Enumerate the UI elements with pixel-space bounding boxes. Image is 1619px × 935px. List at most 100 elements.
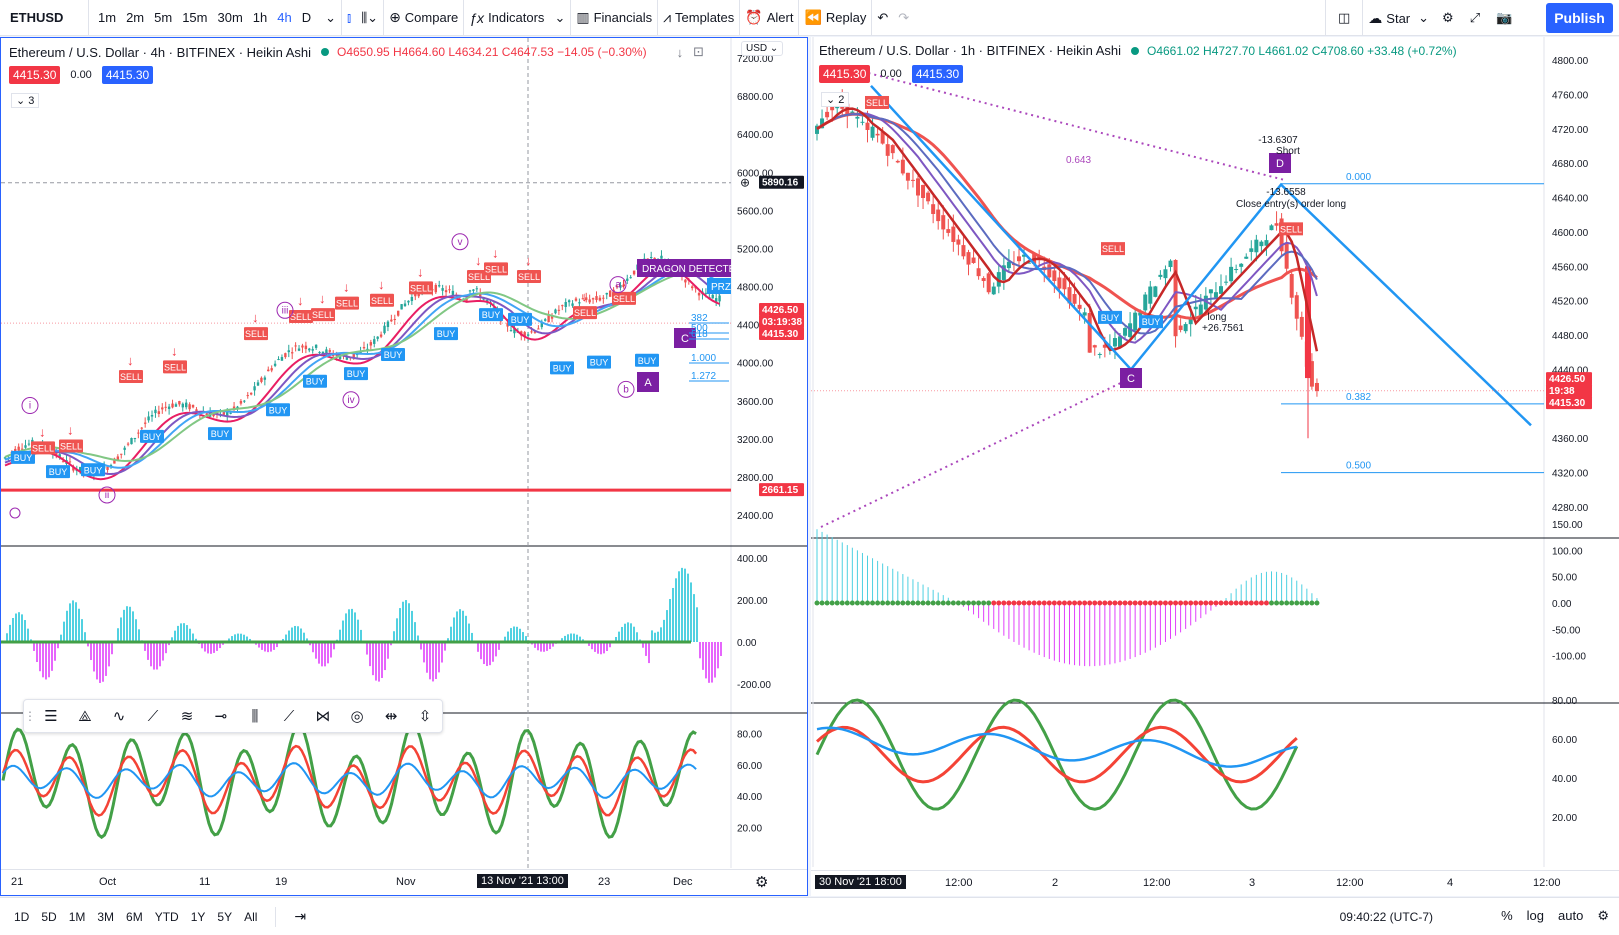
range-3m[interactable]: 3M bbox=[97, 909, 115, 924]
elliott-wave-label[interactable]: iv bbox=[342, 391, 360, 409]
star-layout-button[interactable]: ☁ Star ⌄ bbox=[1363, 0, 1434, 36]
interval-D[interactable]: D bbox=[301, 10, 312, 25]
buy-signal[interactable]: BUY bbox=[11, 450, 35, 464]
indicators-dropdown-icon[interactable]: ⌄ bbox=[554, 9, 566, 25]
elliott-wave-label[interactable]: ii bbox=[98, 486, 116, 504]
pattern-point-c[interactable]: C bbox=[1120, 368, 1142, 388]
sell-signal[interactable]: SELL bbox=[865, 95, 889, 109]
sell-signal[interactable]: SELL ↓ bbox=[163, 343, 187, 374]
settings-gear-icon[interactable]: ⚙ bbox=[1442, 10, 1454, 25]
interval-30m[interactable]: 30m bbox=[217, 10, 243, 25]
buy-signal[interactable]: BUY bbox=[635, 353, 659, 367]
sell-signal[interactable]: SELL ↓ bbox=[573, 289, 597, 320]
replay-button[interactable]: ⏪ Replay bbox=[799, 0, 871, 36]
buy-signal[interactable]: BUY bbox=[81, 463, 105, 477]
buy-signal[interactable]: BUY bbox=[587, 355, 611, 369]
sell-signal[interactable]: SELL ↓ bbox=[289, 293, 313, 323]
layout-split-icon[interactable]: ◫ bbox=[1338, 10, 1351, 25]
left-chart-canvas[interactable]: 7200.00 6800.00 6400.00 6000.00 5600.00 5200.… bbox=[1, 38, 807, 868]
indicator-collapse-toggle[interactable]: ⌄ 2 bbox=[821, 92, 850, 107]
harmonic-pattern-legs[interactable] bbox=[870, 84, 1532, 427]
percent-scale-toggle[interactable]: % bbox=[1501, 908, 1513, 923]
price-range-icon[interactable]: ⇳ bbox=[418, 708, 432, 725]
buy-signal[interactable]: BUY bbox=[1139, 315, 1163, 329]
sell-signal[interactable]: SELL ↓ bbox=[484, 245, 508, 276]
elliott-wave-label[interactable]: b bbox=[617, 380, 635, 398]
date-range-icon[interactable]: ⇹ bbox=[384, 708, 398, 725]
chart-settings-gear-icon[interactable]: ⚙ bbox=[755, 874, 769, 891]
sell-signal[interactable]: SELL ↓ bbox=[311, 291, 335, 322]
left-time-axis[interactable]: 21 Oct 11 19 Nov 23 Dec 13 Nov '21 13:00 bbox=[1, 869, 807, 895]
symbol-search[interactable]: ETHUSD bbox=[10, 10, 64, 25]
range-5d[interactable]: 5D bbox=[41, 909, 57, 924]
buy-price-chip[interactable]: 4415.30 bbox=[101, 66, 154, 84]
dragon-detected-badge[interactable]: DRAGON DETECTED bbox=[637, 259, 743, 277]
financials-button[interactable]: ▥ Financials bbox=[571, 0, 657, 36]
sell-price-chip[interactable]: 4415.30 bbox=[9, 66, 61, 84]
currency-selector[interactable]: USD ⌄ bbox=[741, 41, 784, 56]
right-chart-pane[interactable]: 4800.00 4760.00 4720.00 4680.00 4640.00 4600.… bbox=[811, 37, 1619, 896]
sell-signal[interactable]: SELL ↓ bbox=[59, 422, 83, 453]
xabcd-pattern-icon[interactable]: ⋈ bbox=[315, 708, 331, 725]
fib-channel-icon[interactable]: ≋ bbox=[180, 708, 194, 725]
buy-signal[interactable]: BUY bbox=[303, 374, 327, 388]
pattern-point-a[interactable]: A bbox=[637, 372, 659, 392]
grip-handle-icon[interactable]: ⋮ bbox=[24, 709, 36, 723]
alert-button[interactable]: ⏰ Alert bbox=[740, 0, 798, 36]
right-chart-canvas[interactable]: 4800.00 4760.00 4720.00 4680.00 4640.00 4600.… bbox=[811, 37, 1619, 867]
buy-signal[interactable]: BUY bbox=[550, 361, 574, 375]
range-5y[interactable]: 5Y bbox=[217, 909, 233, 924]
elliott-wave-label[interactable]: a bbox=[609, 276, 627, 294]
fullscreen-icon[interactable]: ⤢ bbox=[1469, 10, 1481, 25]
sell-price-chip[interactable]: 4415.30 bbox=[819, 65, 871, 83]
horizontal-ray-icon[interactable]: ⊸ bbox=[214, 708, 228, 725]
interval-1h[interactable]: 1h bbox=[252, 10, 268, 25]
sell-signal[interactable]: SELL ↓ bbox=[335, 280, 359, 310]
pattern-dotted-line[interactable] bbox=[820, 377, 1132, 528]
range-6m[interactable]: 6M bbox=[126, 909, 143, 924]
undo-icon[interactable]: ↶ bbox=[877, 9, 889, 25]
buy-signal[interactable]: BUY bbox=[46, 465, 70, 479]
left-chart-pane[interactable]: 7200.00 6800.00 6400.00 6000.00 5600.00 5200.… bbox=[0, 37, 808, 896]
buy-price-chip[interactable]: 4415.30 bbox=[911, 65, 964, 83]
interval-dropdown-chevron-icon[interactable]: ⌄ bbox=[325, 9, 337, 25]
interval-2m[interactable]: 2m bbox=[126, 10, 145, 25]
interval-4h[interactable]: 4h bbox=[277, 10, 292, 25]
bar-style-candles-icon[interactable]: ⫾ bbox=[347, 9, 352, 25]
interval-5m[interactable]: 5m bbox=[154, 10, 173, 25]
buy-signal[interactable]: BUY bbox=[508, 312, 532, 326]
range-1d[interactable]: 1D bbox=[14, 909, 30, 924]
sell-signal[interactable]: SELL ↓ bbox=[31, 424, 55, 455]
interval-1m[interactable]: 1m bbox=[98, 10, 117, 25]
camera-icon[interactable]: 📷 bbox=[1496, 10, 1513, 25]
auto-scale-toggle[interactable]: auto bbox=[1558, 908, 1584, 923]
horizontal-lines-icon[interactable]: ☰ bbox=[44, 708, 58, 725]
arrow-down-icon[interactable]: ↓ bbox=[676, 44, 684, 60]
indicators-button[interactable]: ƒx Indicators bbox=[464, 0, 549, 36]
compare-button[interactable]: ⊕ Compare bbox=[384, 0, 463, 36]
bar-style-heikin-icon[interactable]: ⫼⌄ bbox=[361, 9, 379, 25]
redo-icon[interactable]: ↷ bbox=[898, 9, 910, 25]
sell-signal[interactable]: SELL ↓ bbox=[409, 264, 433, 295]
timezone-clock[interactable]: 09:40:22 (UTC-7) bbox=[1339, 910, 1433, 924]
sell-signal[interactable]: SELL ↓ bbox=[119, 353, 143, 383]
elliott-wave-icon[interactable]: ∿ bbox=[112, 708, 126, 725]
buy-signal[interactable]: BUY bbox=[434, 327, 458, 341]
pattern-icon[interactable]: ⟁ bbox=[78, 707, 92, 725]
indicator-collapse-toggle[interactable]: ⌄ 3 bbox=[11, 93, 40, 108]
vertical-lines-icon[interactable]: ⫼ bbox=[251, 707, 259, 725]
spiral-icon[interactable]: ◎ bbox=[350, 708, 364, 725]
right-time-axis[interactable]: 30 Nov '21 18:00 12:00 2 12:00 3 12:00 4 12:00 bbox=[811, 870, 1619, 896]
templates-button[interactable]: ⩘ Templates bbox=[658, 0, 739, 36]
sell-signal[interactable]: SELL ↓ bbox=[370, 277, 394, 307]
range-all[interactable]: All bbox=[244, 909, 258, 924]
buy-signal[interactable]: BUY bbox=[140, 429, 164, 443]
buy-signal[interactable]: BUY bbox=[381, 348, 405, 362]
sell-signal[interactable]: SELL ↓ bbox=[612, 275, 636, 305]
buy-signal[interactable]: BUY bbox=[266, 403, 290, 417]
elliott-wave-label[interactable]: v bbox=[451, 233, 469, 251]
publish-button[interactable]: Publish bbox=[1546, 3, 1613, 33]
buy-signal[interactable]: BUY bbox=[208, 427, 232, 441]
elliott-wave-label[interactable]: iii bbox=[276, 301, 294, 319]
sell-signal[interactable]: SELL ↓ bbox=[244, 310, 268, 341]
